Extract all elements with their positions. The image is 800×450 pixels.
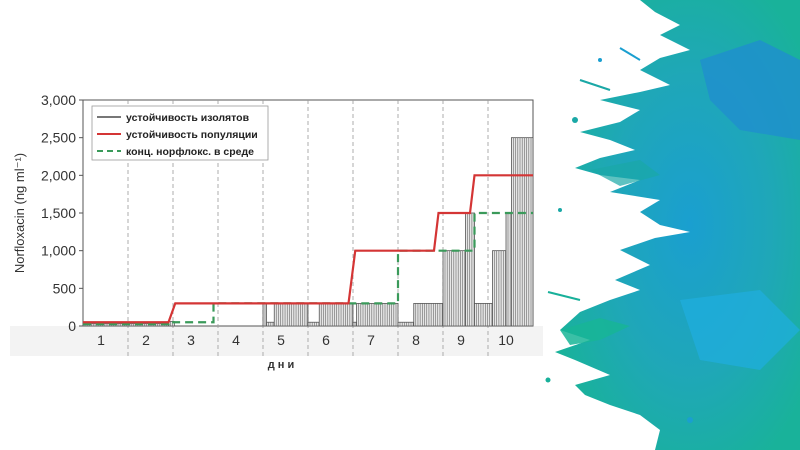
- paint-splash-graphic: [545, 0, 800, 450]
- bar: [505, 212, 512, 327]
- x-day-label: 1: [97, 332, 105, 348]
- x-day-label: 10: [498, 332, 514, 348]
- x-day-label: 6: [322, 332, 330, 348]
- bar: [307, 321, 320, 327]
- legend-label: конц. норфлокс. в среде: [126, 146, 254, 158]
- y-tick-label: 1,000: [41, 243, 76, 259]
- x-day-label: 9: [457, 332, 465, 348]
- x-day-label: 2: [142, 332, 150, 348]
- series-population-line: [83, 174, 533, 324]
- bar: [442, 250, 466, 327]
- legend: устойчивость изолятов устойчивость популя…: [91, 105, 269, 161]
- y-tick-label: 500: [53, 280, 77, 296]
- x-day-label: 7: [367, 332, 375, 348]
- y-tick-label: 3,000: [41, 92, 76, 108]
- y-tick-label: 2,000: [41, 167, 76, 183]
- x-axis-label: д н и: [268, 359, 295, 371]
- series-isolates-bars: [82, 137, 534, 327]
- legend-label: устойчивость популяции: [126, 129, 258, 141]
- y-tick-label: 0: [68, 318, 76, 334]
- x-day-label: 3: [187, 332, 195, 348]
- legend-label: устойчивость изолятов: [126, 112, 250, 124]
- x-day-label: 5: [277, 332, 285, 348]
- y-tick-label: 1,500: [41, 205, 76, 221]
- y-axis-label: Norfloxacin (ng ml⁻¹): [12, 153, 27, 273]
- day-strip: [10, 326, 543, 356]
- x-day-label: 8: [412, 332, 420, 348]
- y-tick-label: 2,500: [41, 130, 76, 146]
- x-day-label: 4: [232, 332, 240, 348]
- legend-box: [91, 105, 269, 161]
- bar: [397, 321, 415, 327]
